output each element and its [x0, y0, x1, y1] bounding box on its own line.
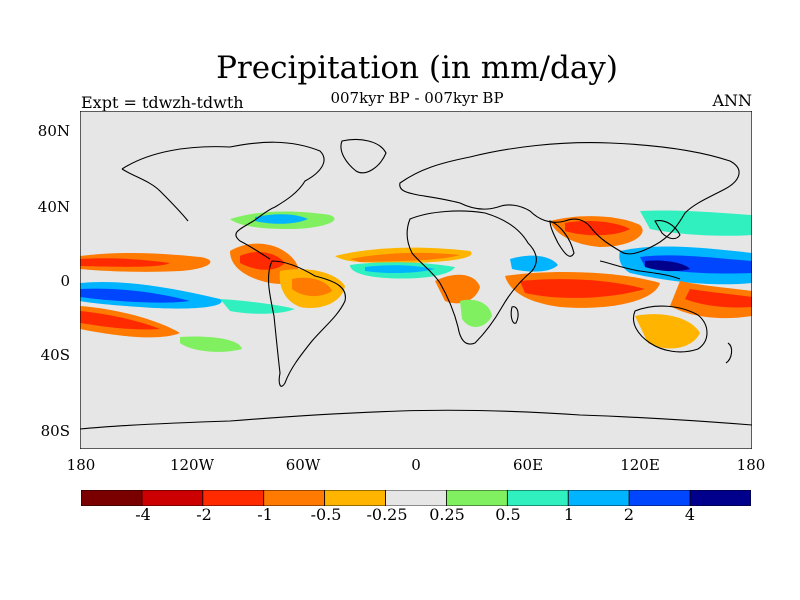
colorbar-swatch — [263, 490, 326, 506]
lon-label-120e: 120E — [620, 456, 660, 474]
coast-madagascar — [510, 306, 519, 324]
anomaly-c-america-core — [240, 251, 285, 270]
colorbar-swatch — [324, 490, 386, 506]
anomaly-amazon-core — [292, 277, 332, 297]
lon-label-180w: 180 — [66, 456, 96, 474]
anomaly-pacific-n-core — [80, 258, 170, 267]
colorbar-swatch — [689, 490, 751, 506]
colorbar-label: 2 — [623, 505, 635, 524]
season-label: ANN — [712, 91, 752, 110]
anomaly-sahel-core — [350, 252, 460, 262]
lat-label-80n: 80N — [37, 122, 70, 140]
colorbar-swatch — [141, 490, 204, 506]
colorbar-swatch — [385, 490, 447, 506]
anomaly-pacific-s-core — [80, 288, 190, 303]
colorbar-label: 4 — [684, 505, 696, 524]
lat-label-40n: 40N — [37, 198, 70, 216]
colorbar-label: -2 — [196, 505, 212, 524]
lon-label-60e: 60E — [512, 456, 544, 474]
lon-label-120w: 120W — [169, 456, 215, 474]
colorbar — [81, 490, 751, 506]
anomaly-nw-pacific — [640, 210, 752, 236]
coast-na-west — [121, 168, 189, 222]
coast-australia — [632, 305, 708, 353]
colorbar-label: -4 — [135, 505, 151, 524]
anomaly-se-pacific-green — [180, 336, 242, 352]
experiment-label: Expt = tdwzh-tdwth — [81, 93, 244, 112]
lon-label-60w: 60W — [285, 456, 321, 474]
colorbar-label: 1 — [563, 505, 575, 524]
coast-eurasia — [399, 142, 740, 255]
anomaly-sw-pacific-dry-core — [685, 289, 752, 308]
colorbar-swatch — [446, 490, 508, 506]
lat-label-80s: 80S — [40, 422, 70, 440]
lon-label-0: 0 — [411, 456, 421, 474]
lon-label-180e: 180 — [736, 456, 766, 474]
lat-label-40s: 40S — [40, 346, 70, 364]
colorbar-swatch — [567, 490, 630, 506]
anomaly-s-africa-green — [460, 299, 492, 327]
colorbar-label: 0.25 — [429, 505, 465, 524]
map-title: Precipitation (in mm/day) — [216, 50, 618, 86]
coast-antarctica — [80, 409, 752, 430]
anomaly-w-indian-wet — [510, 255, 558, 272]
colorbar-label: 0.5 — [495, 505, 521, 524]
coast-japan-korea — [654, 220, 681, 240]
colorbar-label: -1 — [257, 505, 273, 524]
anomaly-pacific-s-green — [220, 299, 295, 314]
anomaly-fields — [80, 210, 752, 352]
anomaly-india-core — [565, 221, 630, 236]
anomaly-congo — [435, 274, 480, 304]
coast-indonesia — [599, 260, 681, 280]
anomaly-w-pacific-max — [645, 260, 690, 272]
map-subtitle: 007kyr BP - 007kyr BP — [330, 89, 504, 107]
anomaly-australia — [635, 314, 700, 349]
anomaly-atlantic-n-wet — [255, 214, 308, 224]
precipitation-map — [80, 111, 752, 449]
anomaly-atlantic-itcz-core — [365, 265, 435, 274]
anomaly-indian-ocean-core — [520, 279, 645, 298]
coast-africa — [406, 210, 537, 345]
colorbar-label: -0.25 — [366, 505, 408, 524]
colorbar-swatch — [628, 490, 691, 506]
colorbar-label: -0.5 — [310, 505, 342, 524]
coastlines — [80, 138, 752, 430]
lat-label-0: 0 — [60, 272, 70, 290]
colorbar-swatch — [202, 490, 265, 506]
coast-greenland — [340, 138, 387, 174]
coast-india — [549, 220, 575, 257]
colorbar-swatch — [81, 490, 143, 506]
coast-north-america — [121, 141, 325, 260]
anomaly-spcz-dry-core — [80, 311, 160, 330]
coast-new-zealand — [725, 342, 733, 364]
map-background — [80, 111, 752, 449]
coast-south-america — [267, 260, 346, 387]
colorbar-swatch — [506, 490, 569, 506]
